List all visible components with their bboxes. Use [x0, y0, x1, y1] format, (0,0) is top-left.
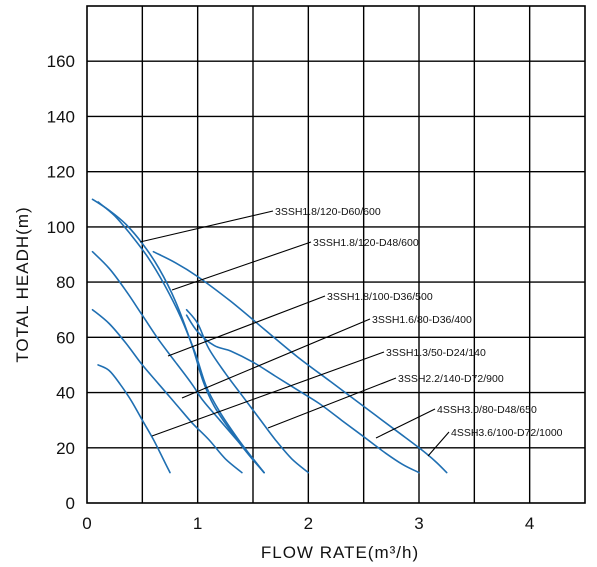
y-tick-label: 120: [47, 163, 75, 182]
series-curve: [91, 250, 265, 474]
series-leader-line: [375, 408, 436, 439]
x-tick-label: 3: [414, 514, 423, 533]
series-curve: [97, 364, 171, 474]
series-label: 3SSH1.3/50-D24/140: [386, 347, 486, 359]
series-curves: [91, 198, 448, 474]
series-curve: [97, 201, 265, 474]
series-leader-line: [171, 241, 312, 291]
series-label: 3SSH2.2/140-D72/900: [398, 373, 504, 385]
x-tick-label: 0: [82, 514, 91, 533]
x-axis-ticks: 0 1 2 3 4: [82, 514, 534, 533]
series-leader-line: [427, 431, 450, 457]
y-tick-label: 160: [47, 52, 75, 71]
series-label: 3SSH1.8/120-D48/600: [313, 237, 419, 249]
x-tick-label: 4: [525, 514, 534, 533]
series-labels: 3SSH1.8/120-D60/600 3SSH1.8/120-D48/600 3S…: [139, 206, 563, 457]
series-curve: [185, 314, 420, 474]
x-tick-label: 2: [304, 514, 313, 533]
y-tick-label: 0: [66, 494, 75, 513]
grid: [87, 6, 585, 503]
series-label: 4SSH3.6/100-D72/1000: [451, 427, 563, 439]
y-axis-title: TOTAL HEADH(m): [13, 206, 32, 362]
series-leader-line: [181, 318, 371, 399]
y-tick-label: 60: [56, 328, 75, 347]
y-tick-label: 140: [47, 107, 75, 126]
series-leader-line: [139, 210, 274, 243]
series-label: 3SSH1.6/80-D36/400: [372, 314, 472, 326]
series-curve: [152, 250, 448, 474]
series-leader-line: [267, 377, 397, 429]
series-label: 3SSH1.8/120-D60/600: [275, 206, 381, 218]
series-label: 3SSH1.8/100-D36/500: [327, 291, 433, 303]
series-curve: [185, 308, 310, 474]
series-curve: [91, 198, 265, 474]
y-tick-label: 100: [47, 218, 75, 237]
series-curve: [91, 308, 243, 474]
series-leader-line: [151, 351, 385, 437]
series-label: 4SSH3.0/80-D48/650: [437, 404, 537, 416]
x-tick-label: 1: [193, 514, 202, 533]
y-tick-label: 20: [56, 439, 75, 458]
plot-frame: [86, 5, 586, 504]
y-axis-ticks: 0 20 40 60 80 100 120 140 160: [47, 52, 75, 513]
y-tick-label: 80: [56, 273, 75, 292]
series-leader-line: [167, 295, 326, 357]
x-axis-title: FLOW RATE(m³/h): [261, 543, 419, 562]
y-tick-label: 40: [56, 384, 75, 403]
